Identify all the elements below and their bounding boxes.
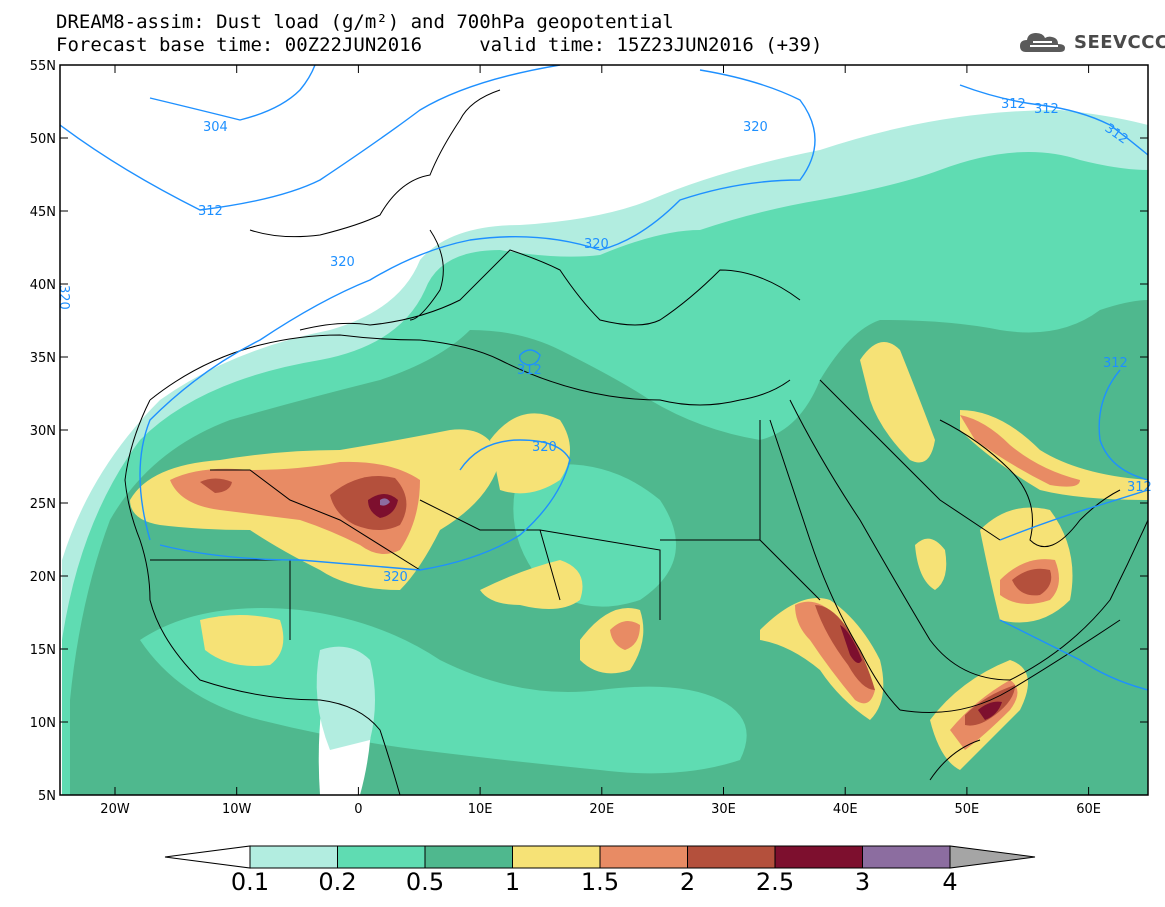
colorbar-cell xyxy=(424,845,513,869)
contour-312-west xyxy=(60,65,561,211)
lon-label: 10E xyxy=(468,802,493,817)
dust-0.1-patch-b xyxy=(316,646,375,750)
coast-europe xyxy=(249,89,801,331)
dust-1.5-region-gulf xyxy=(960,415,1080,487)
dust-2-region-oman xyxy=(1012,568,1052,596)
contour-label-312-pakistan: 312 xyxy=(1127,480,1152,495)
colorbar-cell xyxy=(774,845,863,869)
colorbar-cell xyxy=(599,845,688,869)
lon-label: 0 xyxy=(354,802,362,817)
contour-label-312: 312 xyxy=(198,204,223,219)
colorbar-threshold-label: 0.2 xyxy=(318,868,357,896)
coast-gulf xyxy=(939,419,1121,548)
colorbar-threshold-label: 0.5 xyxy=(405,868,445,896)
dust-3-region-sahara xyxy=(368,494,398,518)
contour-320-west xyxy=(60,69,816,541)
coast-red-sea xyxy=(769,399,1148,711)
contour-label-312-ne2: 312 xyxy=(1034,102,1059,117)
lat-label: 15N xyxy=(30,643,56,658)
coast-north-africa xyxy=(149,334,791,406)
dust-1-region-mali xyxy=(200,615,284,666)
colorbar-cell xyxy=(337,845,426,869)
colorbar-threshold-label: 2.5 xyxy=(755,868,795,896)
colorbar-cell xyxy=(249,845,338,869)
dust-2-region-redsea xyxy=(815,605,875,690)
cloud-icon xyxy=(1020,33,1065,52)
lon-label: 10W xyxy=(222,802,252,817)
lon-label: 60E xyxy=(1076,802,1101,817)
dust-0.2-interior xyxy=(140,608,747,774)
lat-label: 5N xyxy=(38,789,56,804)
coast-horn xyxy=(899,619,1121,781)
contour-312-mideast xyxy=(1098,369,1148,481)
dust-1.5-region-sudan xyxy=(610,621,640,650)
lon-label: 30E xyxy=(711,802,736,817)
contour-label-312-tunisia: 312 xyxy=(517,363,542,378)
dust-field xyxy=(62,110,1148,795)
coast-west-africa xyxy=(124,399,401,795)
dust-2-region-west xyxy=(200,478,232,493)
lat-label: 10N xyxy=(30,716,56,731)
contour-label-320-east: 320 xyxy=(743,120,768,135)
contour-label-320: 320 xyxy=(330,255,355,270)
contour-label-312-iran: 312 xyxy=(1103,356,1128,371)
forecast-time-line: Forecast base time: 00Z22JUN2016 valid t… xyxy=(56,34,823,56)
map-title: DREAM8-assim: Dust load (g/m²) and 700hP… xyxy=(56,11,674,33)
contour-312-arabia xyxy=(999,489,1148,691)
colorbar-threshold-label: 2 xyxy=(679,868,696,896)
axis-ticks: 55N 50N 45N 40N 35N 30N 25N 20N 15N 10N 5N 20W 10W 0 1… xyxy=(30,59,1148,817)
dust-4-region-sahara xyxy=(380,498,390,506)
lat-label: 40N xyxy=(30,278,56,293)
contour-312-tunisia xyxy=(518,349,541,366)
geopotential-contours xyxy=(60,65,1148,691)
contour-label-312-ne: 312 xyxy=(1001,97,1026,112)
contour-label-320-balkan: 320 xyxy=(584,237,609,252)
lon-label: 40E xyxy=(833,802,858,817)
lon-label: 20W xyxy=(100,802,130,817)
lon-label: 20E xyxy=(589,802,614,817)
dust-1-region-iraq xyxy=(860,342,935,463)
colorbar-threshold-label: 1 xyxy=(504,868,521,896)
dust-1-region-persian xyxy=(960,410,1148,500)
colorbar-max-arrow xyxy=(949,845,1036,869)
contour-label-320-libya: 320 xyxy=(532,440,557,455)
dust-1-region-saudi xyxy=(915,538,947,590)
dust-1-region-center xyxy=(490,413,570,494)
lat-label: 55N xyxy=(30,59,56,74)
colorbar-threshold-label: 4 xyxy=(942,868,958,896)
seevccc-logo: SEEVCCC xyxy=(1018,28,1165,56)
lat-label: 45N xyxy=(30,205,56,220)
lat-label: 20N xyxy=(30,570,56,585)
colorbar-threshold-label: 3 xyxy=(854,868,871,896)
contour-320-sahara xyxy=(159,439,571,571)
colorbar-min-arrow xyxy=(164,845,251,869)
lat-label: 30N xyxy=(30,424,56,439)
colorbar-cell xyxy=(862,845,951,869)
dust-3-region-somalia xyxy=(978,701,1002,720)
colorbar-threshold-label: 1.5 xyxy=(580,868,620,896)
colorbar-cell xyxy=(512,845,601,869)
contour-label-320-edge: 320 xyxy=(56,285,71,310)
logo-label: SEEVCCC xyxy=(1074,31,1165,53)
contour-label-320-niger: 320 xyxy=(383,570,408,585)
contour-312-east xyxy=(959,84,1148,156)
contour-304 xyxy=(149,65,316,121)
dust-1-region-chad xyxy=(480,560,583,609)
dust-3-region-redsea xyxy=(840,625,862,664)
lat-label: 35N xyxy=(30,351,56,366)
colorbar-threshold-label: 0.1 xyxy=(230,868,270,896)
lat-label: 25N xyxy=(30,497,56,512)
colorbar-cell xyxy=(687,845,776,869)
colorbar xyxy=(164,845,1036,869)
contour-label-304: 304 xyxy=(203,120,228,135)
lat-label: 50N xyxy=(30,132,56,147)
lon-label: 50E xyxy=(955,802,980,817)
dust-1.5-region-redsea xyxy=(795,601,875,704)
